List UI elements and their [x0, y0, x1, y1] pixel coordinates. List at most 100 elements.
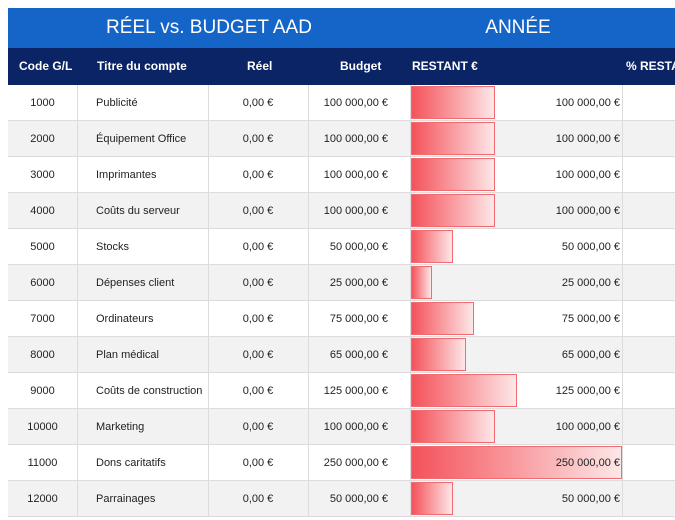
- cell-account-title: Dons caritatifs: [96, 457, 166, 469]
- cell-divider: [208, 301, 209, 337]
- cell-remaining: 100 000,00 €: [555, 133, 620, 145]
- cell-divider: [208, 157, 209, 193]
- cell-divider: [410, 85, 411, 121]
- table-header: Code G/L Titre du compte Réel Budget RES…: [8, 48, 675, 85]
- remaining-data-bar: [411, 86, 495, 119]
- cell-code: 4000: [30, 205, 55, 217]
- cell-remaining: 100 000,00 €: [555, 169, 620, 181]
- cell-divider: [410, 301, 411, 337]
- cell-divider: [77, 481, 78, 517]
- table-row[interactable]: 6000 Dépenses client 0,00 € 25 000,00 € 25 0…: [8, 265, 675, 301]
- table-row[interactable]: 2000 Équipement Office 0,00 € 100 000,00 € 1…: [8, 121, 675, 157]
- cell-divider: [77, 409, 78, 445]
- table-row[interactable]: 4000 Coûts du serveur 0,00 € 100 000,00 € 10…: [8, 193, 675, 229]
- cell-divider: [77, 445, 78, 481]
- cell-account-title: Imprimantes: [96, 169, 157, 181]
- header-budget: Budget: [340, 59, 382, 73]
- cell-account-title: Équipement Office: [96, 133, 187, 145]
- cell-code: 9000: [30, 385, 55, 397]
- table-row[interactable]: 11000 Dons caritatifs 0,00 € 250 000,00 € 25…: [8, 445, 675, 481]
- cell-reel: 0,00 €: [242, 493, 274, 505]
- cell-divider: [308, 229, 309, 265]
- cell-divider: [622, 373, 623, 409]
- cell-divider: [77, 373, 78, 409]
- cell-divider: [622, 445, 623, 481]
- table-row[interactable]: 7000 Ordinateurs 0,00 € 75 000,00 € 75 000,0…: [8, 301, 675, 337]
- cell-account-title: Ordinateurs: [96, 313, 154, 325]
- cell-divider: [622, 157, 623, 193]
- cell-divider: [208, 121, 209, 157]
- table-row[interactable]: 3000 Imprimantes 0,00 € 100 000,00 € 100 000…: [8, 157, 675, 193]
- cell-code: 11000: [27, 457, 58, 469]
- cell-budget: 125 000,00 €: [323, 385, 388, 397]
- cell-divider: [77, 193, 78, 229]
- cell-account-title: Plan médical: [96, 349, 159, 361]
- cell-divider: [410, 337, 411, 373]
- cell-reel: 0,00 €: [242, 133, 274, 145]
- cell-reel: 0,00 €: [242, 97, 274, 109]
- report-period: ANNÉE: [485, 17, 551, 38]
- cell-account-title: Coûts du serveur: [96, 205, 180, 217]
- cell-account-title: Stocks: [96, 241, 130, 253]
- cell-divider: [208, 85, 209, 121]
- table-row[interactable]: 10000 Marketing 0,00 € 100 000,00 € 100 000,…: [8, 409, 675, 445]
- cell-account-title: Marketing: [96, 421, 145, 433]
- cell-divider: [308, 121, 309, 157]
- cell-divider: [308, 157, 309, 193]
- cell-code: 1000: [30, 97, 55, 109]
- cell-remaining: 75 000,00 €: [561, 313, 620, 325]
- header-title: Titre du compte: [97, 59, 187, 73]
- header-pct-remaining: % RESTA: [626, 59, 675, 73]
- cell-budget: 50 000,00 €: [329, 241, 388, 253]
- cell-divider: [622, 193, 623, 229]
- cell-divider: [410, 193, 411, 229]
- table-row[interactable]: 5000 Stocks 0,00 € 50 000,00 € 50 000,00 €: [8, 229, 675, 265]
- cell-divider: [410, 265, 411, 301]
- remaining-data-bar: [411, 266, 432, 299]
- cell-divider: [410, 481, 411, 517]
- cell-budget: 100 000,00 €: [323, 133, 388, 145]
- cell-divider: [410, 157, 411, 193]
- table-row[interactable]: 8000 Plan médical 0,00 € 65 000,00 € 65 000,…: [8, 337, 675, 373]
- cell-account-title: Coûts de construction: [96, 385, 203, 397]
- cell-divider: [622, 301, 623, 337]
- remaining-data-bar: [411, 374, 517, 407]
- cell-remaining: 125 000,00 €: [555, 385, 620, 397]
- cell-divider: [622, 85, 623, 121]
- cell-reel: 0,00 €: [242, 421, 274, 433]
- cell-divider: [77, 85, 78, 121]
- cell-divider: [308, 445, 309, 481]
- cell-divider: [208, 481, 209, 517]
- cell-divider: [410, 445, 411, 481]
- cell-divider: [308, 373, 309, 409]
- cell-divider: [622, 337, 623, 373]
- cell-divider: [622, 409, 623, 445]
- cell-divider: [77, 157, 78, 193]
- cell-divider: [77, 301, 78, 337]
- table-row[interactable]: 9000 Coûts de construction 0,00 € 125 000,0…: [8, 373, 675, 409]
- cell-reel: 0,00 €: [242, 205, 274, 217]
- table-row[interactable]: 12000 Parrainages 0,00 € 50 000,00 € 50 000,…: [8, 481, 675, 517]
- table-row[interactable]: 1000 Publicité 0,00 € 100 000,00 € 100 000,0…: [8, 85, 675, 121]
- cell-code: 12000: [27, 493, 58, 505]
- cell-remaining: 100 000,00 €: [555, 97, 620, 109]
- report-title: RÉEL vs. BUDGET AAD: [106, 17, 312, 38]
- cell-divider: [77, 265, 78, 301]
- cell-divider: [410, 121, 411, 157]
- cell-account-title: Parrainages: [96, 493, 156, 505]
- cell-divider: [77, 337, 78, 373]
- cell-remaining: 250 000,00 €: [555, 457, 620, 469]
- cell-divider: [208, 373, 209, 409]
- cell-reel: 0,00 €: [242, 169, 274, 181]
- cell-divider: [308, 193, 309, 229]
- cell-code: 8000: [30, 349, 55, 361]
- cell-reel: 0,00 €: [242, 313, 274, 325]
- cell-budget: 100 000,00 €: [323, 169, 388, 181]
- remaining-data-bar: [411, 446, 622, 479]
- cell-remaining: 100 000,00 €: [555, 421, 620, 433]
- cell-divider: [308, 301, 309, 337]
- header-code: Code G/L: [19, 59, 73, 73]
- cell-remaining: 65 000,00 €: [561, 349, 620, 361]
- cell-divider: [208, 229, 209, 265]
- cell-account-title: Publicité: [96, 97, 138, 109]
